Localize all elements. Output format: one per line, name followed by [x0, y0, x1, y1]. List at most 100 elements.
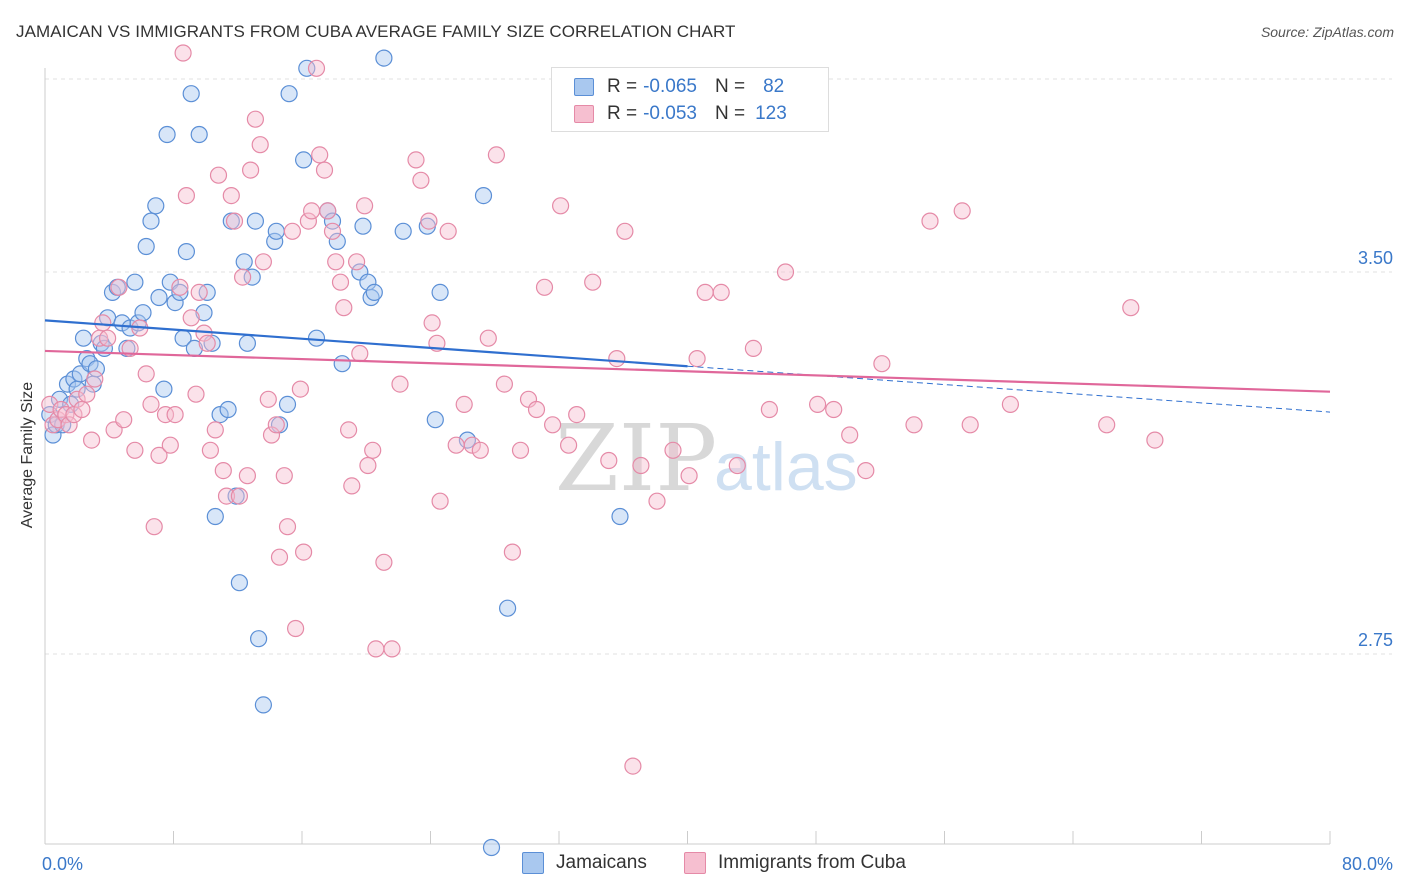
cuba-point: [267, 416, 285, 434]
cuba-point: [624, 757, 642, 775]
chart-source: Source: ZipAtlas.com: [1260, 24, 1394, 40]
jamaican-point: [195, 304, 213, 322]
cuba-point: [961, 416, 979, 434]
jamaican-point: [166, 294, 184, 312]
cuba-point: [905, 416, 923, 434]
jamaican-point: [182, 85, 200, 103]
cuba-point: [1146, 431, 1164, 449]
cuba-point: [841, 426, 859, 444]
legend-row-cuba: R = -0.053 N = 123: [574, 102, 787, 126]
jamaican-point: [190, 125, 208, 144]
jamaican-point: [142, 212, 160, 230]
jamaican-point: [74, 329, 93, 347]
cuba-point: [303, 202, 321, 220]
cuba-point: [206, 421, 224, 439]
watermark: ZIP atlas: [555, 405, 858, 512]
cuba-point: [259, 390, 277, 408]
cuba-point: [242, 161, 260, 179]
cuba-point: [431, 492, 449, 510]
cuba-point: [776, 263, 795, 281]
cuba-point: [115, 411, 133, 429]
jamaican-point: [394, 222, 412, 240]
legend-n-label: N =: [714, 103, 746, 124]
cuba-point: [214, 462, 232, 480]
jamaican-point: [295, 151, 313, 169]
cuba-point: [340, 421, 358, 439]
series-legend: Jamaicans Immigrants from Cuba: [0, 852, 1406, 876]
cuba-point: [447, 436, 465, 454]
cuba-point: [608, 350, 626, 368]
cuba-point: [407, 151, 425, 169]
cuba-point: [60, 416, 78, 434]
jamaican-point: [307, 329, 326, 347]
cuba-point: [600, 451, 618, 470]
jamaican-point: [238, 334, 256, 352]
x-tick-label: 0.0%: [42, 854, 83, 874]
y-tick-label: 2.75: [1358, 630, 1393, 650]
cuba-point: [616, 222, 634, 240]
cuba-point: [41, 395, 59, 413]
cuba-point: [222, 187, 240, 205]
cuba-point: [471, 441, 489, 459]
cuba-point: [156, 406, 175, 424]
series-legend-jamaicans[interactable]: Jamaicans: [522, 852, 647, 874]
jamaican-point: [431, 283, 449, 301]
cuba-point: [262, 426, 281, 444]
jamaican-point: [250, 630, 268, 648]
cuba-point: [98, 329, 117, 347]
jamaican-point: [243, 268, 261, 286]
cuba-point: [744, 339, 763, 357]
cuba-point: [287, 619, 305, 638]
cuba-point: [238, 467, 256, 485]
cuba-point: [209, 166, 228, 184]
legend-row-jamaicans: R = -0.065 N = 82: [574, 75, 784, 99]
cuba-point: [86, 370, 104, 388]
series-legend-cuba[interactable]: Immigrants from Cuba: [684, 852, 906, 874]
cuba-point: [423, 314, 441, 332]
cuba-point: [503, 543, 522, 561]
cuba-point: [278, 518, 297, 536]
cuba-point: [664, 441, 682, 459]
cuba-point: [391, 375, 409, 393]
cuba-point: [190, 283, 208, 301]
cuba-point: [230, 487, 248, 505]
correlation-legend: R = -0.065 N = 82 R = -0.053 N = 123: [551, 67, 829, 132]
cuba-point: [356, 197, 374, 215]
jamaican-point: [333, 355, 351, 373]
legend-r-value: -0.053: [643, 103, 697, 124]
chart-title: JAMAICAN VS IMMIGRANTS FROM CUBA AVERAGE…: [16, 22, 736, 41]
cuba-point: [110, 278, 128, 296]
cuba-point: [375, 553, 393, 571]
cuba-point: [198, 334, 216, 352]
jamaican-point: [230, 574, 248, 592]
cuba-point: [728, 456, 746, 475]
cuba-point: [254, 253, 272, 271]
cuba-trendline: [44, 349, 1331, 393]
cuba-point: [351, 344, 369, 363]
jamaican-point: [474, 187, 493, 205]
jamaican-point: [426, 411, 444, 429]
series-swatch-pink: [684, 852, 706, 874]
jamaican-point: [328, 232, 346, 250]
cuba-point: [359, 456, 377, 475]
cuba-point: [535, 278, 554, 296]
jamaican-point: [206, 507, 224, 526]
legend-n-value: 82: [763, 76, 785, 97]
series-swatch-blue: [522, 852, 544, 874]
legend-r-label: R =: [607, 76, 638, 97]
legend-n-label: N =: [714, 76, 746, 97]
cuba-point: [307, 59, 326, 77]
cuba-point: [73, 400, 91, 419]
cuba-point: [495, 375, 513, 393]
cuba-point: [921, 212, 939, 230]
cuba-point: [161, 436, 179, 454]
cuba-point: [142, 395, 160, 413]
cuba-point: [68, 390, 86, 408]
cuba-point: [283, 222, 301, 240]
jamaican-point: [137, 237, 155, 256]
cuba-point: [335, 299, 353, 317]
cuba-point: [331, 273, 350, 291]
cuba-point: [487, 146, 505, 164]
jamaican-point: [482, 838, 501, 857]
